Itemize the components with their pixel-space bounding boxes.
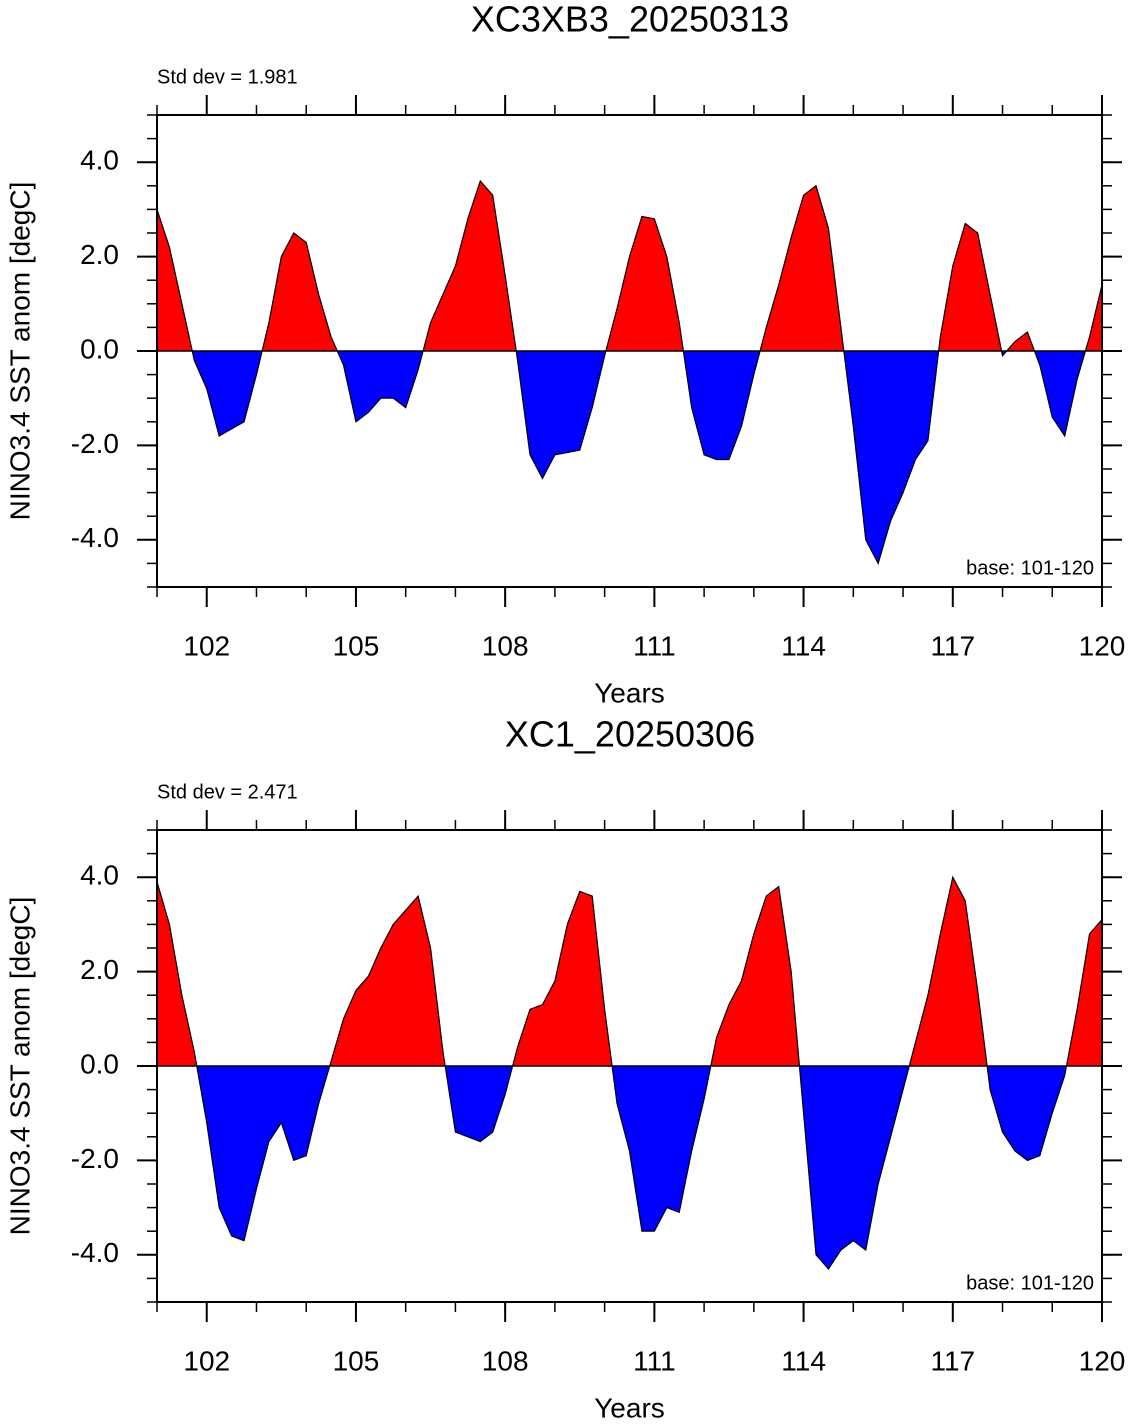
base-label: base: 101-120	[966, 1272, 1094, 1294]
y-tick-label: 2.0	[80, 954, 119, 985]
x-tick-label: 111	[633, 630, 676, 661]
x-tick-label: 102	[183, 1345, 230, 1376]
y-tick-label: 0.0	[80, 333, 119, 364]
y-tick-label: 2.0	[80, 239, 119, 270]
y-tick-label: 4.0	[80, 860, 119, 891]
chart-title: XC1_20250306	[505, 714, 755, 755]
chart-title: XC3XB3_20250313	[471, 0, 789, 40]
negative-area	[157, 1066, 1102, 1269]
x-tick-label: 114	[781, 630, 826, 661]
y-axis-label: NINO3.4 SST anom [degC]	[4, 182, 35, 521]
x-tick-label: 117	[930, 630, 975, 661]
annotation: Std dev = 2.471	[157, 781, 298, 803]
series-line	[156, 179, 1103, 565]
x-tick-label: 108	[482, 1345, 529, 1376]
negative-area	[157, 351, 1102, 564]
positive-area	[157, 181, 1102, 351]
x-tick-label: 120	[1079, 630, 1126, 661]
x-axis-label: Years	[594, 677, 665, 708]
x-tick-label: 102	[183, 630, 230, 661]
base-label: base: 101-120	[966, 557, 1094, 579]
x-tick-label: 105	[333, 630, 380, 661]
x-tick-label: 117	[930, 1345, 975, 1376]
y-tick-label: 0.0	[80, 1048, 119, 1079]
x-tick-label: 111	[633, 1345, 676, 1376]
x-axis-label: Years	[594, 1392, 665, 1423]
y-tick-label: -4.0	[71, 1237, 119, 1268]
y-tick-label: -4.0	[71, 522, 119, 553]
series-line	[156, 875, 1103, 1270]
x-tick-label: 105	[333, 1345, 380, 1376]
y-tick-label: -2.0	[71, 428, 119, 459]
y-tick-label: -2.0	[71, 1143, 119, 1174]
x-tick-label: 108	[482, 630, 529, 661]
y-tick-label: 4.0	[80, 145, 119, 176]
annotation: Std dev = 1.981	[157, 66, 298, 88]
x-tick-label: 120	[1079, 1345, 1126, 1376]
x-tick-label: 114	[781, 1345, 826, 1376]
y-axis-label: NINO3.4 SST anom [degC]	[4, 897, 35, 1236]
